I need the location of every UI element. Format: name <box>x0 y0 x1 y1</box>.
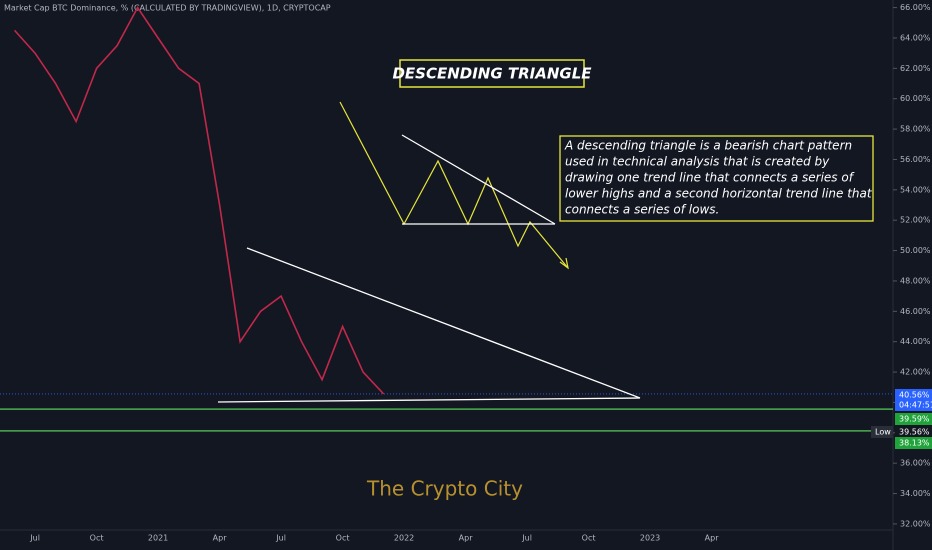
description-box <box>559 135 874 222</box>
price-tag <box>895 389 932 411</box>
level-tag-label: 39.59% <box>899 415 930 424</box>
level-tag <box>895 413 932 425</box>
y-tick-label: 54.00% <box>900 185 931 194</box>
countdown: 04:47:51 <box>899 401 932 410</box>
arrow-head <box>559 257 569 270</box>
trend-line <box>217 397 641 403</box>
description-line: drawing one trend line that connects a s… <box>565 171 855 185</box>
x-tick-label: Jul <box>29 534 40 543</box>
y-tick-label: 62.00% <box>900 64 931 73</box>
y-tick-label: 58.00% <box>900 125 931 134</box>
level-tag-label: 39.56% <box>899 428 930 437</box>
level-tag <box>895 437 932 449</box>
x-tick-label: 2021 <box>148 534 168 543</box>
x-tick-label: Oct <box>336 534 350 543</box>
x-tick-label: Apr <box>459 534 474 543</box>
x-tick-label: 2022 <box>394 534 414 543</box>
y-tick-label: 44.00% <box>900 337 931 346</box>
description-line: A descending triangle is a bearish chart… <box>564 139 852 153</box>
y-tick-label: 46.00% <box>900 307 931 316</box>
y-tick-label: 56.00% <box>900 155 931 164</box>
plot-area: Jul Oct 2021 Apr Jul Oct 2022 Apr Jul Oct 2023 Apr <box>0 6 893 543</box>
title-box <box>399 59 585 88</box>
x-tick-label: Jul <box>521 534 532 543</box>
header: Market Cap BTC Dominance, % (CALCULATED … <box>4 4 331 13</box>
pattern-path <box>339 101 569 269</box>
y-tick-label: 32.00% <box>900 519 931 528</box>
y-tick-label: 48.00% <box>900 276 931 285</box>
y-tick-label: 42.00% <box>900 368 931 377</box>
description-line: used in technical analysis that is creat… <box>565 155 830 169</box>
y-tick-label: 64.00% <box>900 33 931 42</box>
y-tick-label: 66.00% <box>900 3 931 12</box>
x-tick-label: Oct <box>90 534 104 543</box>
y-tick-label: 60.00% <box>900 94 931 103</box>
description-line: connects a series of lows. <box>565 203 719 217</box>
pattern-line <box>401 134 556 225</box>
level-name: Low <box>875 428 891 437</box>
level-name-tag <box>871 426 893 438</box>
description: A descending triangle is a bearish chart… <box>564 139 873 217</box>
price-tag-label: 40.56% <box>899 391 930 400</box>
x-tick-label: Jul <box>275 534 286 543</box>
chart-title: DESCENDING TRIANGLE <box>392 65 592 83</box>
y-tick-label: 36.00% <box>900 459 931 468</box>
description-line: lower highs and a second horizontal tren… <box>565 187 873 201</box>
level-tag-label: 38.13% <box>899 439 930 448</box>
x-tick-label: Apr <box>213 534 228 543</box>
y-tick-label: 52.00% <box>900 216 931 225</box>
y-axis: 32.00%34.00%36.00%38.00%40.00%42.00%44.0… <box>871 3 932 528</box>
x-tick-label: Apr <box>705 534 720 543</box>
y-tick-label: 50.00% <box>900 246 931 255</box>
watermark: The Crypto City <box>366 477 523 501</box>
price-line <box>14 6 385 395</box>
trend-line <box>246 247 641 399</box>
level-tag <box>895 426 932 438</box>
pattern-diagram <box>339 101 569 270</box>
x-tick-label: Oct <box>582 534 596 543</box>
x-tick-label: 2023 <box>640 534 660 543</box>
y-tick-label: 34.00% <box>900 489 931 498</box>
